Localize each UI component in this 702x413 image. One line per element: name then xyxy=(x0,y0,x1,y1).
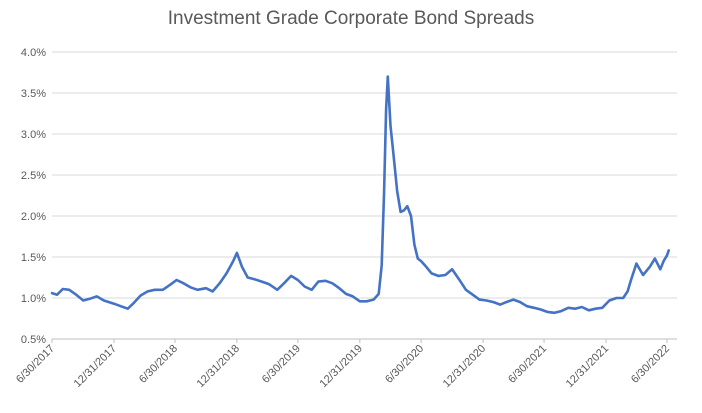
y-tick-label: 0.5% xyxy=(21,334,46,346)
x-tick-label: 12/31/2019 xyxy=(318,343,365,390)
x-tick-label: 12/31/2018 xyxy=(195,343,242,390)
y-tick-label: 2.5% xyxy=(21,170,46,182)
x-tick-label: 6/30/2018 xyxy=(137,343,180,386)
y-tick-label: 4.0% xyxy=(21,47,46,59)
x-tick-label: 6/30/2020 xyxy=(383,343,426,386)
x-tick-label: 6/30/2021 xyxy=(506,343,549,386)
y-tick-label: 1.0% xyxy=(21,293,46,305)
x-tick-label: 6/30/2022 xyxy=(629,343,672,386)
x-tick-label: 12/31/2020 xyxy=(441,343,488,390)
x-tick-label: 12/31/2017 xyxy=(72,343,119,390)
chart-title: Investment Grade Corporate Bond Spreads xyxy=(167,8,535,29)
series-line xyxy=(50,75,671,315)
x-tick-label: 6/30/2017 xyxy=(14,343,57,386)
y-tick-label: 2.0% xyxy=(21,211,46,223)
x-tick-label: 12/31/2021 xyxy=(564,343,611,390)
y-tick-label: 3.0% xyxy=(21,129,46,141)
y-tick-label: 1.5% xyxy=(21,252,46,264)
y-tick-label: 3.5% xyxy=(21,88,46,100)
x-tick-label: 6/30/2019 xyxy=(260,343,303,386)
